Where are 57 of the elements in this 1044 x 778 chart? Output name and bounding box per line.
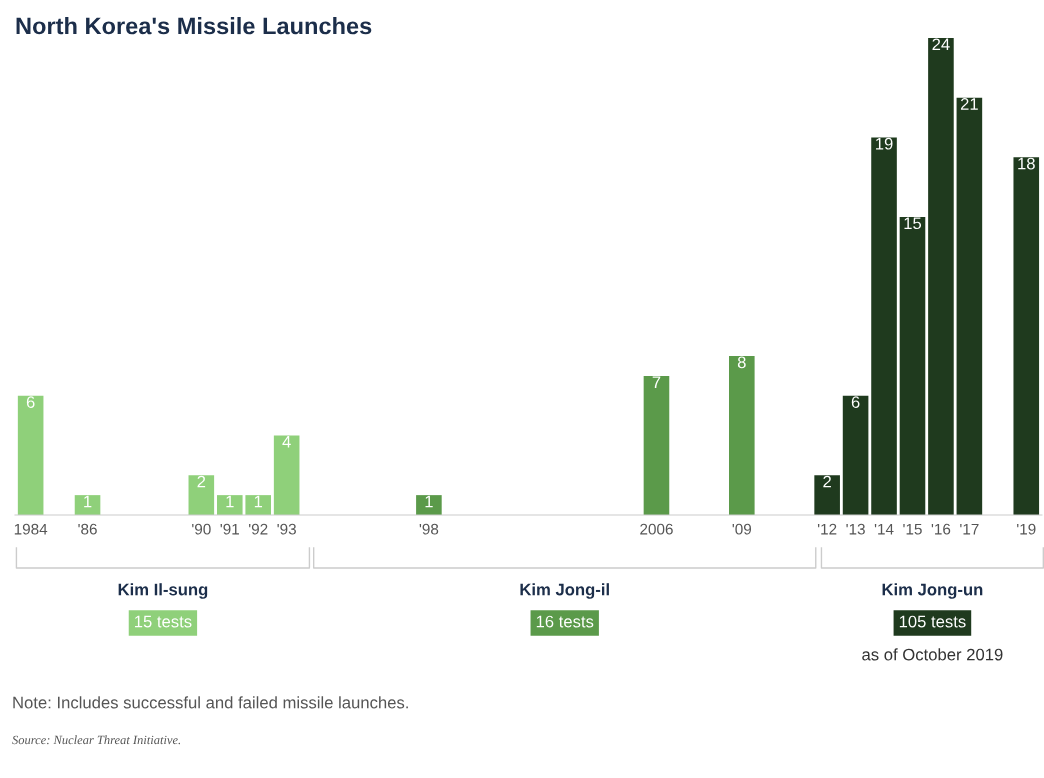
data-label: 15 xyxy=(904,217,922,230)
x-tick-label: 2006 xyxy=(640,523,673,535)
bar xyxy=(956,97,983,515)
bar xyxy=(416,495,442,515)
bar xyxy=(1013,157,1040,515)
text: 105 tests xyxy=(899,615,966,628)
x-tick-label: '98 xyxy=(419,523,439,535)
bar xyxy=(842,395,869,515)
x-tick-label: '16 xyxy=(931,523,951,535)
text: Note: Includes successful and failed missile launches. xyxy=(13,696,408,709)
x-tick-label: '86 xyxy=(78,523,97,535)
source-note: Source: Nuclear Threat Initiative. xyxy=(12,735,181,745)
text: 15 tests xyxy=(135,615,192,628)
data-label: 18 xyxy=(1018,157,1035,170)
bar xyxy=(928,38,954,515)
text: 16 tests xyxy=(536,615,594,628)
bar xyxy=(17,395,44,515)
bar xyxy=(273,435,300,515)
bar xyxy=(188,475,215,515)
bar xyxy=(871,137,897,515)
x-tick-label: '14 xyxy=(874,523,894,535)
bar xyxy=(729,356,755,515)
x-tick-label: '15 xyxy=(903,523,922,535)
data-label: 7 xyxy=(652,376,661,388)
x-tick-label: '09 xyxy=(732,523,752,535)
x-tick-label: '91 xyxy=(220,523,239,535)
x-tick-label: '92 xyxy=(249,523,268,535)
x-tick-label: '93 xyxy=(277,523,296,535)
bar xyxy=(245,495,272,515)
text: Kim Jong-il xyxy=(520,583,609,599)
text: Kim Il-sung xyxy=(118,583,208,599)
bar xyxy=(814,475,840,515)
x-tick-label: '12 xyxy=(817,523,837,535)
data-label: 1 xyxy=(226,495,234,508)
data-label: 24 xyxy=(932,38,950,51)
data-label: 1 xyxy=(425,495,433,508)
x-tick-label: 1984 xyxy=(14,523,48,535)
text: Kim Jong-un xyxy=(882,583,983,599)
x-tick-label: '17 xyxy=(960,523,979,535)
bar xyxy=(216,495,243,515)
data-label: 6 xyxy=(26,396,35,408)
data-label: 2 xyxy=(823,475,831,488)
data-label: 1 xyxy=(254,495,263,508)
data-label: 6 xyxy=(851,396,860,408)
chart-title: North Korea's Missile Launches xyxy=(16,17,372,35)
bar xyxy=(643,375,670,515)
data-label: 21 xyxy=(960,98,978,110)
data-label: 1 xyxy=(84,495,92,508)
bar xyxy=(899,216,926,515)
data-label: 4 xyxy=(282,436,291,448)
x-tick-label: '90 xyxy=(192,523,211,535)
data-label: 2 xyxy=(197,475,206,488)
text: as of October 2019 xyxy=(862,648,1003,661)
data-label: 8 xyxy=(737,356,746,369)
x-tick-label: '13 xyxy=(846,523,865,535)
x-tick-label: '19 xyxy=(1017,523,1036,535)
data-label: 19 xyxy=(876,137,893,150)
